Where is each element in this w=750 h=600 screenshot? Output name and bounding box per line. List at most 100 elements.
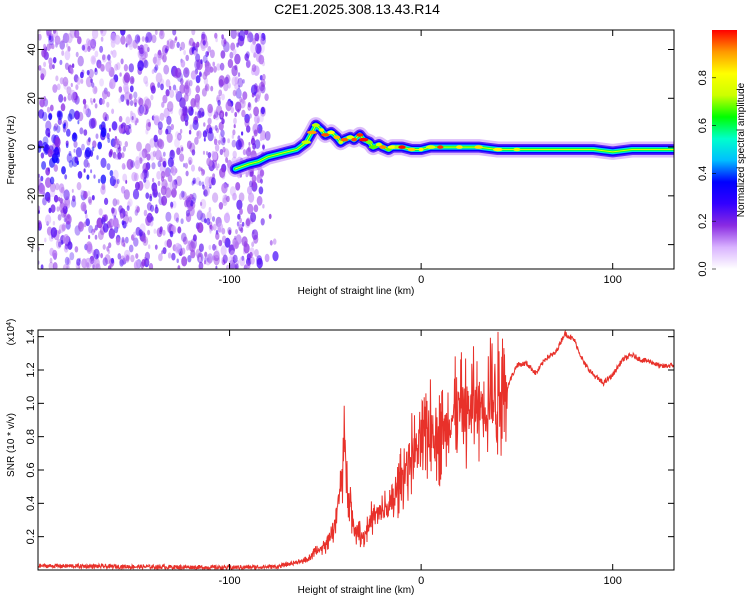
noise-blob bbox=[83, 190, 88, 200]
noise-blob bbox=[102, 223, 109, 233]
noise-blob bbox=[53, 125, 57, 132]
noise-blob bbox=[259, 75, 263, 81]
noise-blob bbox=[94, 50, 99, 58]
noise-blob bbox=[213, 109, 219, 118]
noise-blob bbox=[183, 84, 190, 95]
snr-xtick-label: -100 bbox=[219, 575, 241, 587]
noise-blob bbox=[152, 188, 158, 199]
noise-blob bbox=[255, 94, 261, 102]
noise-blob bbox=[133, 91, 138, 99]
snr-xlabel: Height of straight line (km) bbox=[298, 585, 415, 596]
noise-blob bbox=[93, 259, 97, 265]
noise-blob bbox=[125, 127, 129, 134]
noise-blob bbox=[176, 258, 179, 264]
noise-blob bbox=[100, 30, 107, 37]
noise-blob bbox=[55, 75, 59, 82]
noise-blob bbox=[175, 217, 179, 223]
noise-blob bbox=[221, 34, 224, 40]
noise-blob bbox=[102, 54, 107, 63]
noise-blob bbox=[90, 169, 93, 174]
noise-blob bbox=[68, 150, 72, 157]
noise-blob bbox=[246, 59, 251, 68]
noise-blob bbox=[83, 129, 88, 136]
noise-blob bbox=[207, 256, 212, 264]
noise-blob bbox=[192, 177, 197, 185]
noise-blob bbox=[97, 141, 102, 150]
noise-blob bbox=[125, 116, 131, 125]
noise-blob bbox=[104, 254, 111, 265]
noise-blob bbox=[91, 56, 96, 63]
noise-blob bbox=[228, 256, 233, 265]
noise-blob bbox=[241, 99, 245, 104]
noise-blob bbox=[164, 169, 170, 178]
noise-blob bbox=[109, 78, 116, 90]
noise-blob bbox=[221, 235, 227, 244]
noise-blob bbox=[125, 179, 128, 184]
noise-blob bbox=[114, 225, 119, 234]
noise-blob bbox=[122, 74, 130, 86]
noise-blob bbox=[121, 152, 125, 159]
noise-blob bbox=[98, 230, 104, 241]
noise-blob bbox=[234, 82, 239, 90]
noise-blob bbox=[169, 149, 175, 160]
noise-blob bbox=[162, 94, 168, 104]
noise-blob bbox=[225, 157, 229, 163]
noise-blob bbox=[61, 166, 66, 175]
noise-blob bbox=[57, 110, 63, 121]
noise-blob bbox=[134, 102, 137, 107]
noise-blob bbox=[66, 43, 69, 48]
noise-blob bbox=[237, 135, 241, 141]
noise-blob bbox=[111, 49, 117, 58]
noise-blob bbox=[191, 192, 197, 201]
noise-blob bbox=[200, 59, 203, 65]
noise-blob bbox=[58, 229, 61, 235]
noise-blob bbox=[93, 174, 96, 179]
noise-blob bbox=[264, 253, 270, 263]
noise-blob bbox=[135, 253, 139, 259]
noise-blob bbox=[153, 228, 157, 234]
noise-blob bbox=[234, 241, 239, 249]
noise-blob bbox=[48, 57, 53, 66]
noise-blob bbox=[237, 77, 244, 88]
noise-blob bbox=[75, 147, 82, 158]
noise-blob bbox=[66, 33, 73, 44]
noise-blob bbox=[145, 81, 149, 87]
noise-blob bbox=[234, 235, 237, 240]
noise-blob bbox=[145, 259, 150, 266]
noise-blob bbox=[55, 238, 62, 249]
noise-blob bbox=[143, 59, 149, 69]
noise-blob bbox=[183, 93, 189, 102]
noise-blob bbox=[158, 139, 165, 150]
noise-blob bbox=[187, 79, 190, 84]
noise-blob bbox=[166, 115, 172, 125]
noise-blob bbox=[136, 141, 142, 152]
noise-blob bbox=[234, 76, 240, 85]
noise-blob bbox=[210, 85, 214, 92]
noise-blob bbox=[148, 263, 154, 269]
noise-blob bbox=[162, 161, 166, 167]
noise-blob bbox=[257, 127, 260, 132]
noise-blob bbox=[214, 111, 220, 121]
noise-blob bbox=[239, 208, 243, 215]
noise-blob bbox=[47, 132, 51, 138]
noise-blob bbox=[254, 83, 258, 90]
noise-blob bbox=[112, 151, 117, 159]
noise-blob bbox=[66, 128, 71, 137]
noise-blob bbox=[220, 112, 223, 119]
noise-blob bbox=[87, 45, 91, 53]
noise-blob bbox=[57, 214, 62, 221]
noise-blob bbox=[253, 106, 259, 117]
noise-blob bbox=[216, 166, 219, 171]
colorbar-tick-label: 0.8 bbox=[697, 70, 709, 85]
noise-blob bbox=[41, 48, 47, 58]
noise-blob bbox=[124, 125, 129, 132]
noise-blob bbox=[260, 37, 264, 45]
noise-blob bbox=[64, 174, 68, 180]
noise-blob bbox=[212, 61, 215, 67]
noise-blob bbox=[53, 164, 58, 172]
noise-blob bbox=[204, 85, 208, 91]
noise-blob bbox=[181, 147, 184, 152]
noise-blob bbox=[241, 131, 244, 136]
ridge-peak bbox=[340, 137, 349, 142]
noise-blob bbox=[256, 117, 260, 124]
